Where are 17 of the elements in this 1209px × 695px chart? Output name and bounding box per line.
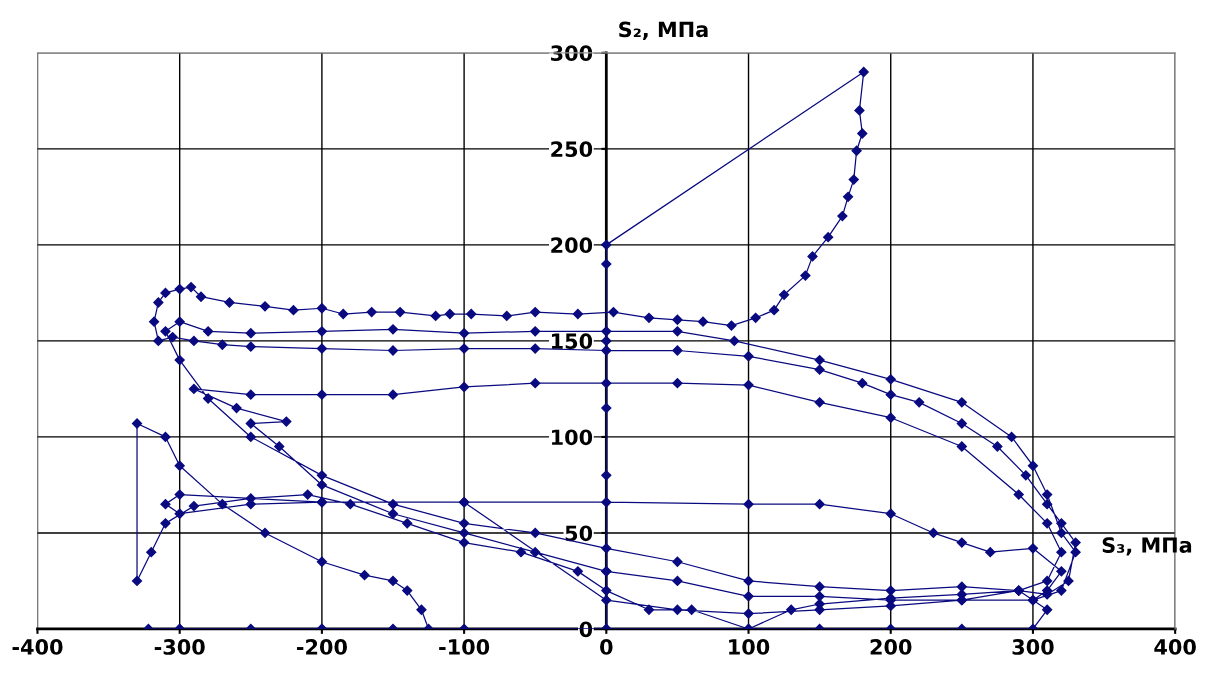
y-axis-title: S₂, МПа <box>619 21 708 40</box>
y-tick-label: 300 <box>551 45 593 62</box>
x-tick-label: -400 <box>12 639 63 655</box>
x-tick-label: 100 <box>729 639 770 655</box>
y-tick-label: 200 <box>551 237 593 254</box>
x-tick-label: 300 <box>1012 639 1054 655</box>
y-tick-label: 150 <box>551 333 593 350</box>
x-tick-label: 400 <box>1154 639 1196 655</box>
x-axis-title: S₃, МПа <box>1102 537 1192 556</box>
x-tick-label: -100 <box>439 639 490 655</box>
y-tick-label: 250 <box>551 141 593 158</box>
y-tick-label: 50 <box>565 525 593 542</box>
x-tick-label: 200 <box>870 639 912 655</box>
y-tick-label: 100 <box>551 429 593 446</box>
x-tick-label: 0 <box>600 639 613 655</box>
x-tick-label: -300 <box>154 639 205 655</box>
x-tick-label: -200 <box>296 639 347 655</box>
